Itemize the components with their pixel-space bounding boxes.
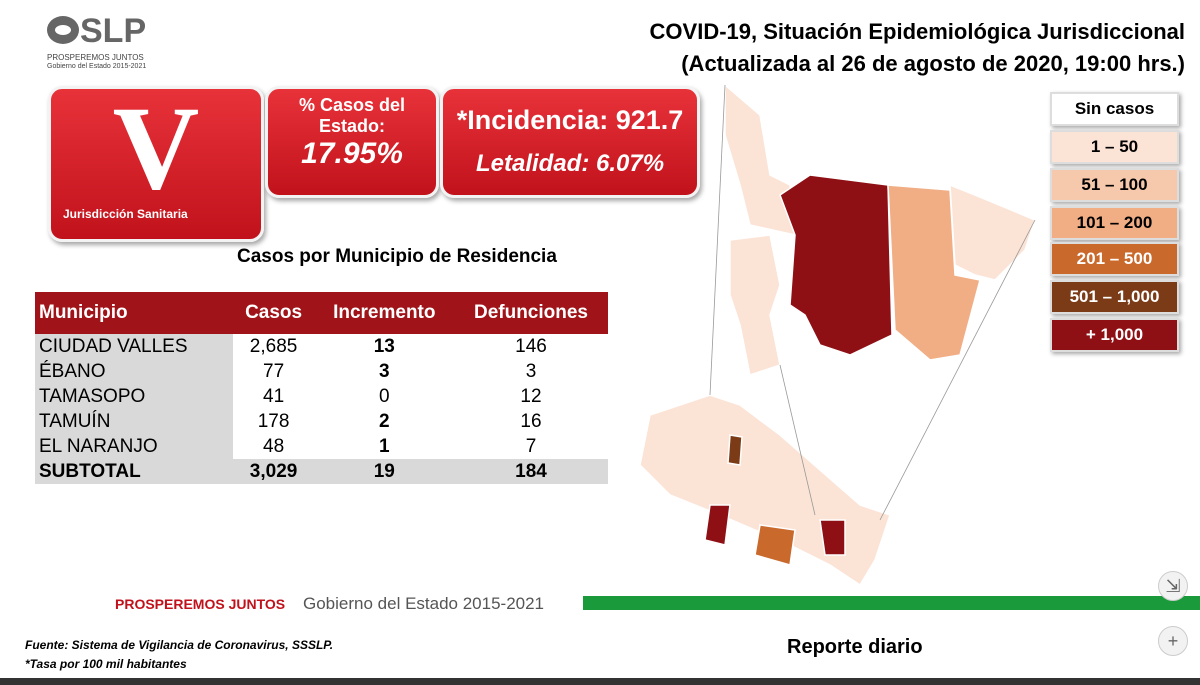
green-bar	[583, 596, 1200, 610]
title: COVID-19, Situación Epidemiológica Juris…	[650, 16, 1185, 80]
legend-item: Sin casos	[1050, 92, 1179, 126]
column-header: Municipio	[35, 292, 233, 334]
logo-subtitle: Gobierno del Estado 2015-2021	[47, 63, 147, 70]
jurisdiction-letter: V	[112, 81, 200, 214]
share-value: 17.95%	[301, 137, 403, 170]
table-cell: 3	[525, 360, 537, 382]
jurisdiction-label: Jurisdicción Sanitaria	[63, 207, 188, 221]
jurisdiction-box: V Jurisdicción Sanitaria	[48, 86, 264, 242]
table-row: CIUDAD VALLES 2,685 13 146	[35, 334, 608, 359]
map	[639, 83, 1036, 587]
logo-tagline: PROSPEREMOS JUNTOS	[47, 53, 144, 62]
column-header: Casos	[232, 292, 315, 334]
total-cell: 184	[453, 459, 608, 484]
title-line: COVID-19, Situación Epidemiológica Juris…	[649, 19, 1185, 44]
share-label: Estado:	[318, 116, 385, 136]
table-cell: ÉBANO	[35, 359, 233, 384]
zoom-in-button[interactable]: +	[1158, 626, 1188, 656]
footer-brand: PROSPEREMOS JUNTOS	[115, 596, 286, 612]
table-cell: 48	[263, 435, 285, 457]
legend-item: 101 – 200	[1050, 206, 1179, 240]
incidence: *Incidencia: 921.7	[456, 105, 684, 135]
table-row: EL NARANJO 48 1 7	[35, 434, 608, 459]
legend-item: + 1,000	[1050, 318, 1179, 352]
total-row: SUBTOTAL 3,029 19 184	[35, 459, 608, 484]
table-cell: CIUDAD VALLES	[35, 334, 233, 359]
column-header: Defunciones	[453, 292, 608, 334]
table-cell: 1	[379, 435, 390, 457]
table-cell: 77	[263, 360, 285, 382]
rates-box: *Incidencia: 921.7 Letalidad: 6.07%	[440, 86, 700, 198]
share-box: % Casos del Estado: 17.95%	[265, 86, 439, 198]
table-cell: 13	[373, 335, 395, 357]
table-cell: 12	[520, 385, 542, 407]
table-row: TAMASOPO 41 0 12	[35, 384, 608, 409]
table-row: TAMUÍN 178 2 16	[35, 409, 608, 434]
title-line: (Actualizada al 26 de agosto de 2020, 19…	[681, 51, 1185, 76]
table-cell: 178	[257, 410, 290, 432]
bottom-bar	[0, 678, 1200, 685]
total-cell: 3,029	[232, 459, 315, 484]
table-cell: 2,685	[249, 335, 298, 357]
logo-icon	[47, 16, 79, 44]
source: Fuente: Sistema de Vigilancia de Coronav…	[25, 638, 334, 652]
column-header: Incremento	[314, 292, 454, 334]
table-cell: TAMASOPO	[35, 384, 233, 409]
header-row: Municipio Casos Incremento Defunciones	[35, 292, 608, 334]
table-title: Casos por Municipio de Residencia	[237, 246, 557, 267]
table-row: ÉBANO 77 3 3	[35, 359, 608, 384]
legend-item: 501 – 1,000	[1050, 280, 1179, 314]
note: *Tasa por 100 mil habitantes	[25, 657, 187, 671]
table-cell: 146	[515, 335, 547, 357]
fit-button[interactable]: ⇲	[1158, 571, 1188, 601]
table-cell: EL NARANJO	[35, 434, 233, 459]
table-cell: 2	[379, 410, 390, 432]
total-cell: SUBTOTAL	[35, 459, 233, 484]
table-cell: 3	[379, 360, 390, 382]
footer-brand-subtitle: Gobierno del Estado 2015-2021	[303, 594, 545, 613]
table-cell: TAMUÍN	[35, 409, 233, 434]
report-label: Reporte diario	[787, 636, 923, 658]
table-cell: 41	[263, 385, 285, 407]
lethality: Letalidad: 6.07%	[475, 150, 665, 177]
table-cell: 0	[379, 385, 390, 407]
logo: SLP	[80, 12, 147, 50]
total-cell: 19	[314, 459, 454, 484]
table-cell: 16	[520, 410, 542, 432]
table: Municipio Casos Incremento Defunciones CIUDA…	[35, 292, 608, 484]
legend-item: 1 – 50	[1050, 130, 1179, 164]
table-cell: 7	[525, 435, 537, 457]
legend-item: 201 – 500	[1050, 242, 1179, 276]
legend-item: 51 – 100	[1050, 168, 1179, 202]
share-label: % Casos del	[298, 95, 406, 115]
